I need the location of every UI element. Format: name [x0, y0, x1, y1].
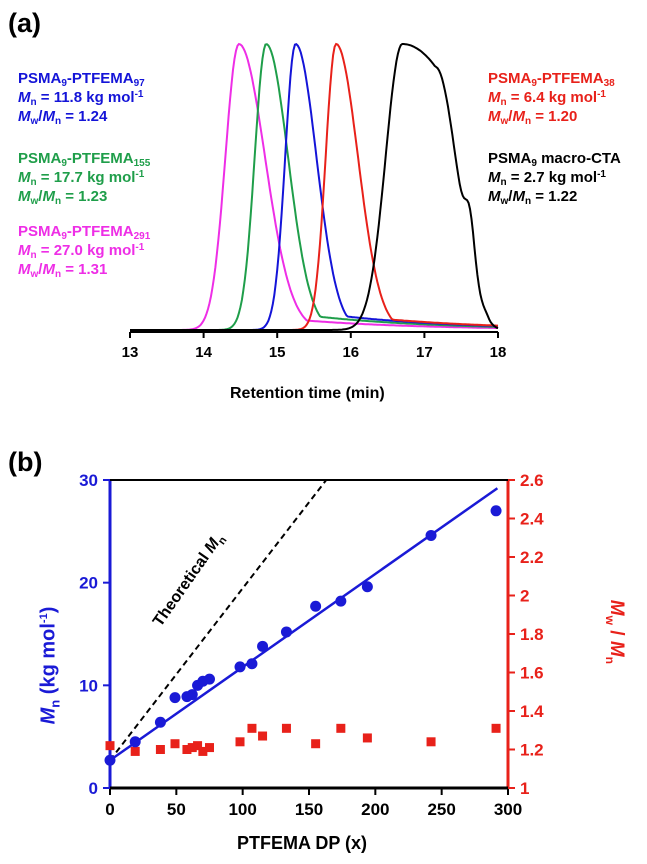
legend-ptfema291: PSMA9-PTFEMA291 Mn = 27.0 kg mol-1 Mw/Mn…	[18, 222, 151, 280]
legend-dispersity: Mw/Mn = 1.22	[488, 188, 578, 207]
y-tick-label-right: 2.6	[520, 471, 544, 490]
mn-point	[490, 505, 502, 517]
y-tick-label-right: 1	[520, 779, 529, 798]
x-tick-label-a: 16	[342, 344, 359, 361]
mn-point	[280, 626, 292, 638]
chart-a: 13 14 15 16 17 18	[122, 42, 507, 361]
dispersity-point	[247, 723, 257, 733]
x-tick-label-a: 15	[269, 344, 286, 361]
dispersity-point	[198, 746, 208, 756]
legend-mn: Mn = 11.8 kg mol-1	[18, 89, 144, 108]
mn-point	[186, 689, 198, 701]
y-tick-label-left: 10	[79, 676, 98, 695]
x-tick-label-a: 13	[122, 344, 139, 361]
legend-title: PSMA9-PTFEMA291	[18, 223, 151, 242]
dispersity-point	[193, 741, 203, 751]
y-tick-label-right: 1.4	[520, 702, 544, 721]
y-tick-label-right: 2.2	[520, 548, 544, 567]
x-tick-label-b: 0	[105, 800, 114, 819]
mn-point	[234, 661, 246, 673]
legend-title: PSMA9 macro-CTA	[488, 150, 621, 169]
dispersity-point	[258, 731, 268, 741]
y-tick-label-right: 1.8	[520, 625, 544, 644]
panel-label-b: (b)	[8, 447, 43, 477]
dispersity-point	[235, 737, 245, 747]
x-tick-label-a: 14	[195, 344, 212, 361]
x-tick-label-b: 150	[295, 800, 323, 819]
mn-point	[104, 754, 116, 766]
mn-point	[154, 716, 166, 728]
legend-title: PSMA9-PTFEMA155	[18, 150, 151, 169]
x-tick-label-b: 300	[494, 800, 522, 819]
x-tick-label-a: 17	[416, 344, 433, 361]
mn-point	[361, 581, 373, 593]
mn-point	[169, 692, 181, 704]
legend-mn: Mn = 6.4 kg mol-1	[488, 89, 606, 108]
legend-mn: Mn = 2.7 kg mol-1	[488, 169, 606, 188]
x-axis-title-a: Retention time (min)	[230, 385, 385, 402]
legend-dispersity: Mw/Mn = 1.24	[18, 108, 108, 127]
trace-psma9-ptfema97	[130, 43, 499, 331]
panel-label-a: (a)	[8, 8, 41, 38]
mn-point	[204, 673, 215, 685]
y-tick-label-right: 1.2	[520, 741, 544, 760]
legend-macro-cta: PSMA9 macro-CTA Mn = 2.7 kg mol-1 Mw/Mn …	[488, 149, 621, 207]
dispersity-point	[362, 733, 372, 743]
trace-psma9-macro-cta	[130, 43, 499, 331]
y-tick-label-left: 30	[79, 471, 98, 490]
chart-b: 0 50 100 150 200 250 300 0 10 20 30 1 1.2 1.4 1.6 1.8 2 2…	[79, 471, 544, 819]
legend-dispersity: Mw/Mn = 1.23	[18, 188, 108, 207]
dispersity-point	[205, 743, 214, 753]
legend-ptfema38: PSMA9-PTFEMA38 Mn = 6.4 kg mol-1 Mw/Mn =…	[488, 69, 615, 127]
dispersity-point	[105, 741, 115, 751]
x-tick-label-b: 100	[228, 800, 256, 819]
x-tick-label-a: 18	[490, 344, 507, 361]
dispersity-point	[130, 746, 140, 756]
mn-point	[310, 600, 322, 612]
x-tick-label-b: 200	[361, 800, 389, 819]
x-axis-title-b: PTFEMA DP (x)	[237, 833, 368, 853]
legend-mn: Mn = 17.7 kg mol-1	[18, 169, 145, 188]
dispersity-point	[491, 723, 501, 733]
dispersity-point	[155, 745, 165, 754]
y-tick-label-right: 1.6	[520, 664, 544, 683]
legend-ptfema97: PSMA9-PTFEMA97 Mn = 11.8 kg mol-1 Mw/Mn …	[18, 69, 145, 127]
trace-psma9-ptfema155	[130, 43, 498, 331]
dispersity-point	[336, 723, 346, 733]
y-tick-label-right: 2.4	[520, 510, 544, 529]
dispersity-point	[281, 723, 291, 733]
trace-psma9-ptfema291	[130, 42, 498, 331]
legend-mn: Mn = 27.0 kg mol-1	[18, 242, 145, 261]
dispersity-point	[170, 739, 180, 749]
dispersity-point	[426, 737, 436, 747]
legend-ptfema155: PSMA9-PTFEMA155 Mn = 17.7 kg mol-1 Mw/Mn…	[18, 149, 151, 207]
mn-point	[257, 640, 269, 652]
mn-point	[129, 736, 141, 748]
dispersity-point	[311, 739, 321, 749]
legend-dispersity: Mw/Mn = 1.31	[18, 261, 108, 280]
mn-point	[335, 595, 347, 607]
x-tick-label-b: 250	[427, 800, 455, 819]
mn-point	[425, 529, 437, 541]
x-tick-label-b: 50	[167, 800, 186, 819]
y-tick-label-left: 20	[79, 574, 98, 593]
mn-point	[246, 658, 258, 670]
legend-title: PSMA9-PTFEMA97	[18, 70, 145, 89]
y-tick-label-right: 2	[520, 587, 529, 606]
theoretical-mn-line	[109, 479, 328, 761]
dispersity-point	[187, 743, 197, 753]
dispersity-point	[182, 745, 192, 754]
y-tick-label-left: 0	[89, 779, 98, 798]
legend-dispersity: Mw/Mn = 1.20	[488, 108, 578, 127]
trace-psma9-ptfema38	[130, 42, 498, 331]
legend-title: PSMA9-PTFEMA38	[488, 70, 615, 89]
mn-fit-line	[109, 487, 499, 762]
